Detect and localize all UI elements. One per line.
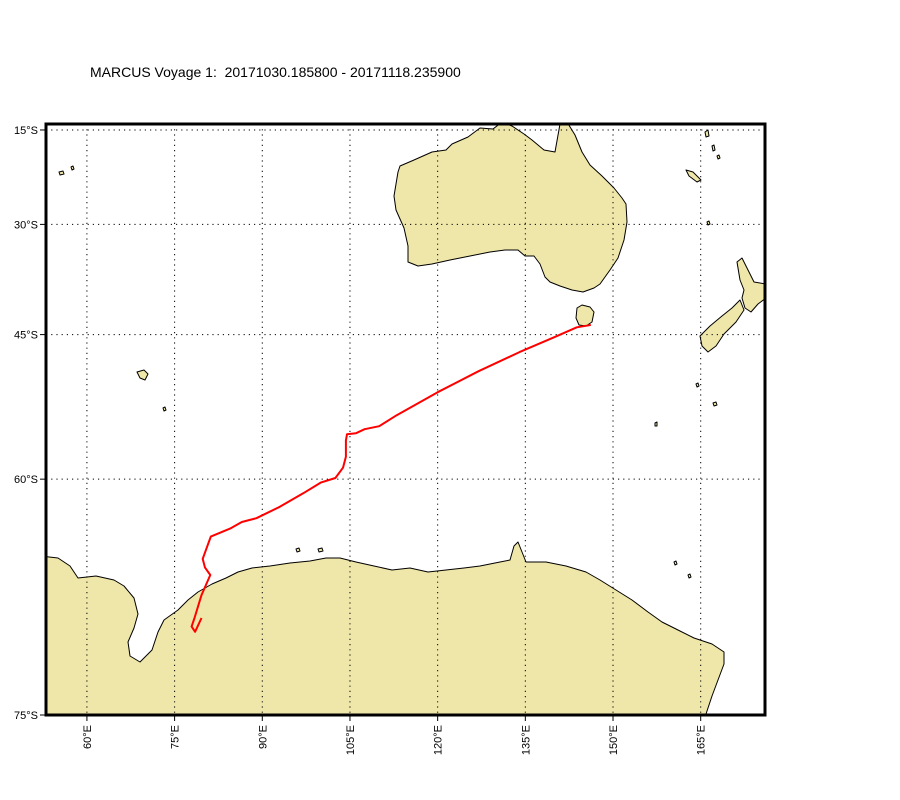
ship-track-line — [190, 323, 591, 633]
small-island — [58, 170, 65, 176]
graticule — [46, 124, 765, 715]
longitude-tick-label: 105°E — [345, 725, 357, 755]
small-island — [716, 154, 721, 160]
longitude-tick-label: 150°E — [608, 725, 620, 755]
map-title: MARCUS Voyage 1: 20171030.185800 - 20171… — [90, 64, 461, 80]
latitude-tick-label: 60°S — [14, 474, 38, 486]
ship-track-layer — [190, 323, 591, 633]
map-frame — [44, 122, 767, 717]
australia-landmass — [393, 124, 628, 293]
longitude-tick-label: 165°E — [696, 725, 708, 755]
small-island — [695, 382, 700, 388]
small-island — [317, 547, 324, 553]
small-island — [70, 165, 75, 171]
small-island — [712, 401, 718, 407]
small-island — [704, 129, 710, 138]
new-zealand-south-island — [699, 299, 745, 353]
small-island — [654, 421, 658, 427]
small-island — [711, 144, 716, 152]
longitude-tick-label: 120°E — [433, 725, 445, 755]
axis-ticks: 15°S 30°S 45°S 60°S 75°S 60°E 75°E 90°E 105°E 120… — [14, 125, 708, 755]
longitude-tick-label: 75°E — [170, 725, 182, 749]
longitude-tick-label: 135°E — [520, 725, 532, 755]
new-caledonia — [685, 169, 702, 183]
kerguelen-island — [136, 369, 149, 381]
small-island — [706, 220, 711, 226]
longitude-tick-label: 60°E — [82, 725, 94, 749]
latitude-tick-label: 75°S — [14, 710, 38, 722]
antarctica-landmass — [46, 541, 725, 715]
tasmania-landmass — [575, 304, 595, 327]
latitude-tick-label: 15°S — [14, 125, 38, 137]
small-island — [687, 573, 692, 579]
small-island — [295, 547, 301, 553]
small-island — [162, 406, 167, 412]
longitude-tick-label: 90°E — [257, 725, 269, 749]
new-zealand-north-island — [736, 257, 765, 313]
latitude-tick-label: 45°S — [14, 330, 38, 342]
small-island — [673, 560, 678, 566]
latitude-tick-label: 30°S — [14, 219, 38, 231]
